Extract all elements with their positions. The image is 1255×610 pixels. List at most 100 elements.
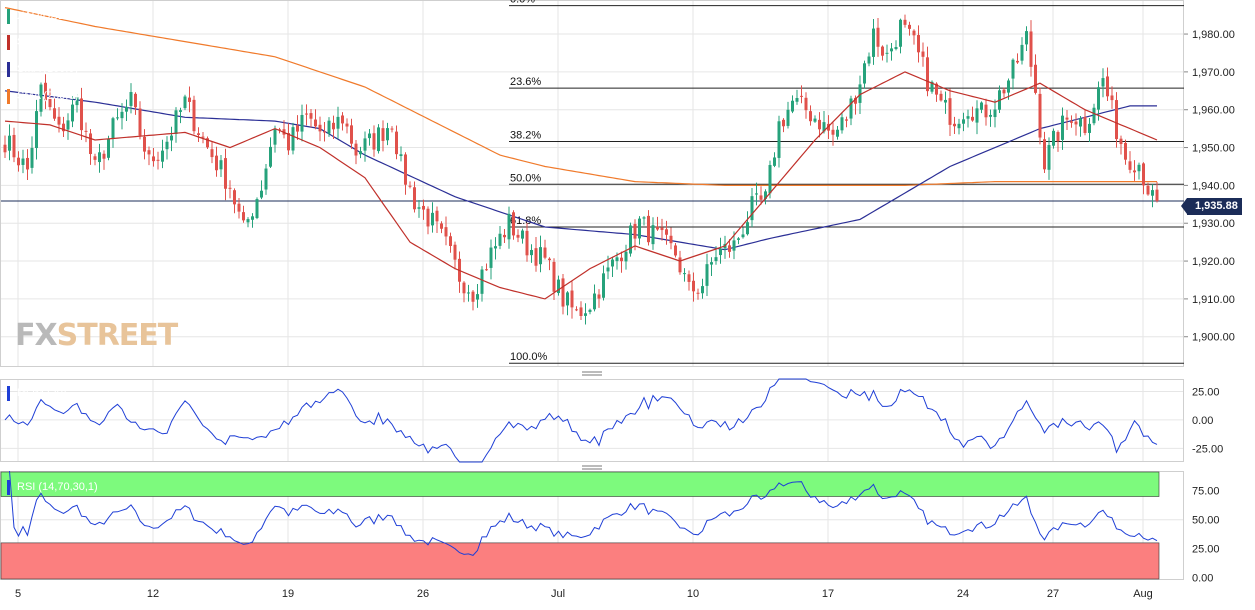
candle-232 [1047, 145, 1051, 170]
price-tick-label-1: 1,910.00 [1192, 294, 1235, 306]
candle-222 [1002, 89, 1006, 94]
candle-178 [804, 97, 808, 111]
x-tick-label-6: 17 [822, 588, 834, 600]
candle-227 [1025, 31, 1028, 45]
candle-200 [903, 19, 907, 25]
candle-71 [323, 131, 326, 133]
candle-151 [683, 273, 686, 275]
legend-mom-label: MOM (20) [17, 387, 67, 399]
sma20-swatch [7, 35, 10, 50]
candle-230 [1038, 93, 1042, 138]
legend-rsi[interactable]: RSI (14,70,30,1) [3, 477, 106, 498]
candle-69 [314, 119, 317, 127]
candle-36 [165, 141, 169, 150]
candle-103 [467, 292, 470, 294]
candle-92 [417, 207, 421, 209]
candle-60 [273, 128, 277, 145]
candle-106 [480, 269, 484, 294]
candle-191 [863, 63, 866, 84]
candle-107 [485, 269, 488, 271]
candle-67 [305, 113, 308, 115]
current-price-tag: 1,935.88 [1181, 198, 1242, 215]
candle-166 [750, 196, 754, 221]
candle-229 [1034, 64, 1037, 93]
legend-symbol[interactable]: XAU/USD [3, 6, 74, 27]
legend-sma20[interactable]: SMA (20,0) [3, 32, 80, 53]
candle-15 [71, 104, 74, 122]
candle-75 [341, 115, 344, 124]
price-tick-label-7: 1,970.00 [1192, 67, 1235, 79]
candle-17 [80, 98, 83, 131]
mom-tick-label-0: 25.00 [1192, 387, 1220, 399]
legend-sma200[interactable]: SMA (200,0) [3, 86, 86, 107]
candle-188 [849, 98, 853, 119]
candle-68 [309, 113, 313, 119]
candle-72 [327, 120, 331, 134]
candle-177 [800, 95, 803, 97]
candle-202 [912, 30, 916, 36]
candle-77 [350, 125, 353, 144]
candle-133 [602, 273, 605, 298]
rsi-oversold-zone [0, 542, 1160, 580]
candle-84 [381, 128, 385, 141]
candle-239 [1079, 118, 1082, 127]
candle-30 [138, 108, 142, 136]
candle-41 [188, 97, 191, 102]
candle-113 [512, 212, 515, 236]
sma100-swatch [7, 62, 10, 77]
candle-223 [1007, 80, 1010, 93]
candle-145 [656, 226, 659, 230]
candle-11 [53, 108, 56, 119]
candle-63 [287, 133, 290, 151]
candle-64 [291, 127, 295, 151]
candle-111 [503, 234, 506, 238]
candle-51 [233, 190, 236, 205]
candle-156 [705, 264, 709, 286]
x-tick-label-7: 24 [957, 588, 969, 600]
candle-14 [66, 120, 70, 130]
candle-189 [854, 97, 857, 104]
candle-126 [570, 290, 574, 308]
candle-98 [444, 227, 448, 237]
candle-46 [210, 149, 214, 158]
legend-sma100[interactable]: SMA (100,0) [3, 59, 86, 80]
candle-90 [408, 185, 412, 187]
price-tick-label-2: 1,920.00 [1192, 256, 1235, 268]
legend-sma100-label: SMA (100,0) [17, 63, 79, 75]
candle-95 [431, 212, 434, 226]
rsi-tick-label-2: 25.00 [1192, 544, 1220, 556]
legend-mom[interactable]: MOM (20) [3, 383, 75, 404]
candle-256 [1155, 189, 1159, 201]
candle-119 [539, 247, 542, 265]
candle-130 [588, 309, 592, 312]
candle-91 [413, 187, 416, 210]
candle-158 [714, 257, 718, 262]
candle-236 [1065, 117, 1069, 120]
candle-59 [269, 146, 272, 167]
candle-246 [1110, 95, 1114, 101]
candle-81 [368, 133, 371, 139]
fib-label-5: 100.0% [510, 351, 548, 363]
candle-88 [399, 154, 403, 157]
candle-0 [3, 144, 7, 153]
candle-42 [192, 99, 196, 132]
candle-195 [881, 46, 884, 56]
candle-74 [336, 116, 340, 129]
candle-216 [975, 108, 979, 123]
candle-196 [885, 52, 889, 54]
candle-138 [624, 251, 628, 262]
candle-118 [534, 248, 538, 266]
candle-3 [17, 157, 20, 166]
candle-93 [422, 205, 425, 210]
candle-44 [201, 136, 205, 138]
candle-172 [777, 121, 781, 158]
rsi-tick-label-1: 50.00 [1192, 515, 1220, 527]
candle-55 [251, 216, 254, 220]
price-tick-label-3: 1,930.00 [1192, 218, 1235, 230]
candle-237 [1070, 121, 1073, 123]
candle-122 [552, 261, 556, 292]
candle-58 [264, 168, 268, 190]
candle-104 [471, 291, 475, 302]
candle-148 [669, 235, 673, 244]
candle-109 [494, 246, 497, 249]
